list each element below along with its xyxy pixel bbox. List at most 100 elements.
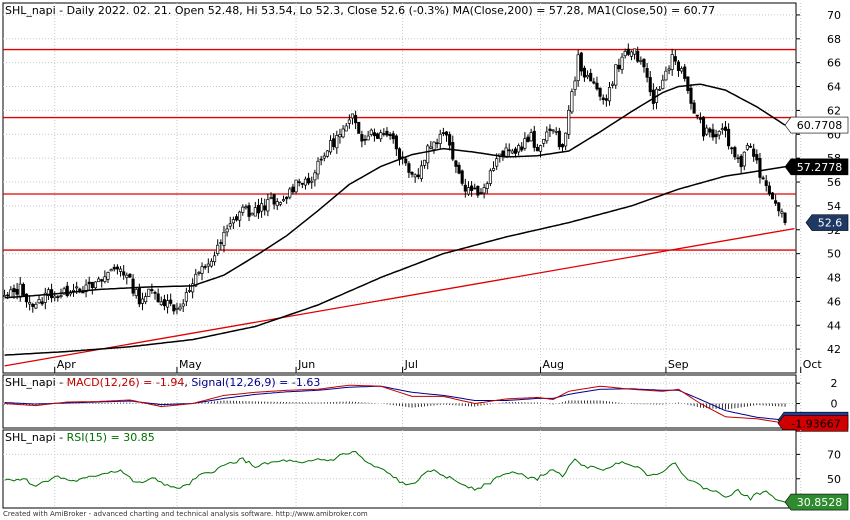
candle-body	[548, 128, 552, 131]
candle-body	[695, 114, 699, 117]
candle-body	[435, 142, 439, 145]
candle-body	[752, 148, 756, 157]
candle-body	[642, 58, 646, 68]
candle-body	[780, 211, 784, 214]
candle-body	[332, 138, 336, 148]
rsi-title-part: RSI(15) = 30.85	[67, 431, 155, 444]
candle-body	[231, 219, 235, 224]
candle-body	[582, 67, 586, 78]
candle-body	[560, 144, 565, 148]
candle-body	[507, 149, 511, 152]
candle-body	[576, 54, 580, 81]
candle-body	[488, 170, 492, 184]
candle-body	[137, 287, 141, 305]
macd-line	[4, 384, 786, 424]
candle-body	[43, 292, 47, 303]
price-tick-label: 70	[827, 9, 841, 22]
candle-body	[623, 50, 627, 57]
candle-body	[56, 296, 60, 298]
candle-body	[209, 260, 213, 267]
price-tick-label: 56	[827, 176, 841, 189]
candle-body	[369, 129, 373, 135]
candle-body	[291, 186, 295, 193]
candle-body	[100, 279, 104, 282]
price-value-tag-label: 60.7708	[797, 119, 843, 132]
candle-body	[426, 145, 430, 164]
candle-body	[3, 294, 7, 297]
price-title: SHL_napi - Daily 2022. 02. 21. Open 52.4…	[5, 4, 715, 17]
candle-body	[761, 177, 765, 180]
candle-body	[388, 134, 392, 137]
candle-body	[617, 64, 621, 70]
candle-body	[75, 286, 79, 289]
candle-body	[159, 301, 163, 306]
trend-line	[4, 227, 795, 367]
candle-body	[636, 51, 640, 62]
candle-body	[325, 150, 329, 157]
candle-body	[482, 187, 486, 194]
candle-body	[31, 303, 35, 307]
candle-body	[397, 148, 402, 160]
candle-body	[444, 131, 449, 136]
candle-body	[557, 130, 561, 148]
candle-body	[626, 48, 630, 55]
candle-body	[764, 180, 768, 186]
candle-body	[567, 109, 571, 135]
month-label: Oct	[803, 358, 823, 371]
candle-body	[504, 147, 508, 157]
candle-body	[313, 172, 317, 181]
candle-body	[413, 174, 417, 178]
candle-body	[733, 147, 737, 158]
candle-body	[12, 288, 16, 293]
price-frame	[2, 2, 797, 374]
candle-body	[554, 131, 558, 133]
rsi-line	[4, 450, 786, 503]
candle-body	[457, 164, 461, 174]
candle-body	[156, 293, 160, 303]
price-tick-label: 44	[827, 319, 841, 332]
price-tick-label: 68	[827, 33, 841, 46]
candle-body	[454, 160, 458, 167]
candle-body	[670, 54, 674, 70]
month-label: Jun	[297, 358, 315, 371]
rsi-value-tag-label: 30.8528	[797, 496, 843, 509]
candle-body	[451, 142, 455, 160]
rsi-tick-label: 70	[827, 448, 841, 461]
candle-body	[150, 289, 154, 292]
candle-body	[667, 68, 671, 71]
candle-body	[513, 148, 518, 154]
candle-body	[28, 302, 32, 305]
rsi-tick-label: 50	[827, 473, 841, 486]
candle-body	[366, 135, 370, 141]
candle-body	[6, 294, 10, 297]
candle-body	[97, 278, 101, 283]
candle-body	[448, 134, 452, 146]
candle-body	[633, 48, 637, 55]
candle-body	[9, 289, 13, 298]
candle-body	[347, 119, 351, 124]
month-label: Aug	[543, 358, 564, 371]
price-value-tag	[784, 158, 849, 176]
candle-body	[37, 299, 41, 304]
candle-body	[203, 266, 207, 268]
candle-body	[191, 283, 195, 293]
candle-body	[589, 72, 593, 82]
candle-body	[423, 159, 427, 166]
candle-body	[357, 121, 361, 134]
candle-body	[266, 199, 270, 212]
candle-body	[485, 183, 489, 189]
candle-body	[376, 133, 380, 139]
candle-body	[263, 205, 267, 211]
candle-body	[723, 126, 728, 131]
candle-body	[717, 131, 721, 136]
candle-body	[363, 138, 367, 141]
candle-body	[429, 146, 433, 149]
candle-body	[175, 307, 179, 310]
candle-body	[510, 150, 514, 154]
candle-body	[727, 128, 731, 147]
month-label: Sep	[668, 358, 689, 371]
month-label: Apr	[57, 358, 77, 371]
price-value-tag-label: 52.6	[818, 217, 843, 230]
candle-body	[272, 194, 276, 205]
candle-body	[134, 289, 138, 297]
